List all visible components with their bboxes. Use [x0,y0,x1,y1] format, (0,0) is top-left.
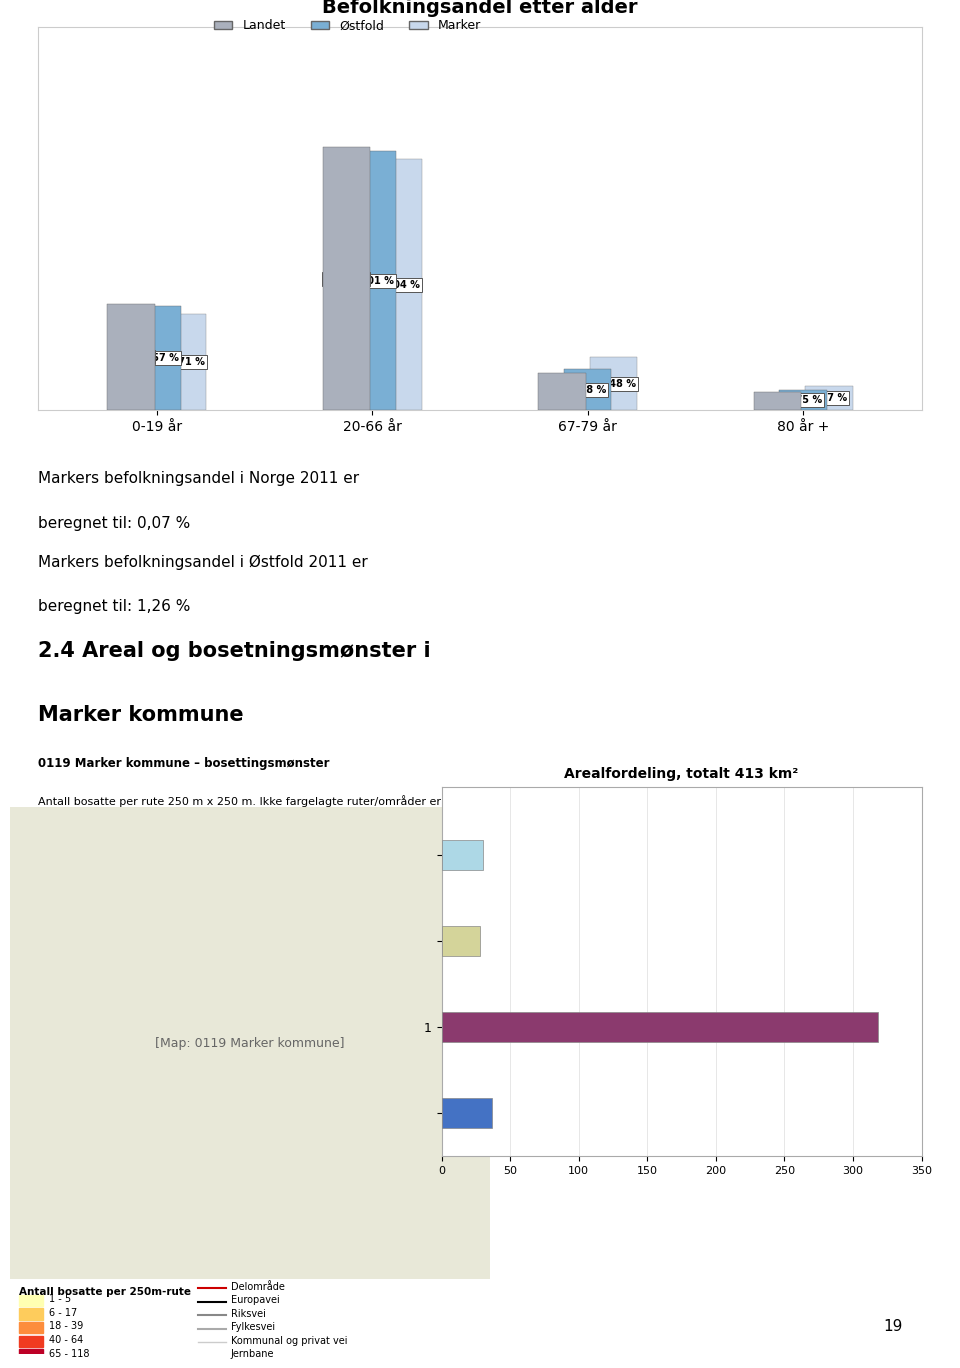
Text: 4,75 %: 4,75 % [784,395,822,405]
Bar [589,357,637,410]
Bar [374,159,421,410]
Text: 59,04 %: 59,04 % [376,280,420,290]
Bar [754,391,801,410]
Bar [442,926,480,956]
Title: Befolkningsandel etter alder: Befolkningsandel etter alder [323,0,637,18]
Text: 19: 19 [883,1320,902,1334]
Text: Jernbane: Jernbane [230,1349,275,1360]
Text: Markers befolkningsandel i Norge 2011 er: Markers befolkningsandel i Norge 2011 er [38,471,360,486]
Bar [780,390,827,410]
Text: 65 - 118: 65 - 118 [49,1349,89,1358]
Text: Antall bosatte per rute 250 m x 250 m. Ikke fargelagte ruter/områder er uten bos: Antall bosatte per rute 250 m x 250 m. I… [38,795,530,807]
Bar [442,840,483,870]
Bar [133,306,180,410]
Text: 12,48 %: 12,48 % [591,379,636,389]
Text: 22,71 %: 22,71 % [160,357,204,367]
Text: 61,01 %: 61,01 % [350,275,395,286]
Bar [159,313,206,410]
Text: Marker kommune: Marker kommune [38,705,244,725]
Text: 8,68 %: 8,68 % [543,387,581,397]
Bar [805,386,852,410]
Bar [348,150,396,410]
Text: Europavei: Europavei [230,1295,279,1305]
Bar [539,373,586,410]
Bar [19,1349,42,1360]
Text: 1 - 5: 1 - 5 [49,1294,71,1305]
Bar [19,1321,42,1334]
Text: 6 - 17: 6 - 17 [49,1308,78,1317]
Title: Arealfordeling, totalt 413 km²: Arealfordeling, totalt 413 km² [564,767,799,781]
Text: 4,44 %: 4,44 % [758,395,796,406]
Legend: Landet, Østfold, Marker: Landet, Østfold, Marker [208,15,487,37]
Bar [442,1099,492,1129]
Bar [108,304,155,410]
Text: Markers befolkningsandel i Østfold 2011 er: Markers befolkningsandel i Østfold 2011 … [38,555,368,570]
Bar [19,1335,42,1346]
Text: 24,57 %: 24,57 % [135,353,179,363]
Text: 61,83 %: 61,83 % [324,274,369,283]
Text: 0119 Marker kommune – bosettingsmønster: 0119 Marker kommune – bosettingsmønster [38,757,330,770]
Text: Fylkesvei: Fylkesvei [230,1323,275,1332]
Text: beregnet til: 0,07 %: beregnet til: 0,07 % [38,516,191,531]
Text: Delområde: Delområde [230,1282,284,1291]
Text: 5,77 %: 5,77 % [810,393,848,404]
Text: 9,68 %: 9,68 % [569,384,607,395]
Text: 2.4 Areal og bosetningsmønster i: 2.4 Areal og bosetningsmønster i [38,640,431,661]
Bar [564,369,612,410]
Bar [19,1295,42,1306]
Text: Riksvei: Riksvei [230,1309,266,1319]
Bar [442,1012,877,1042]
Text: beregnet til: 1,26 %: beregnet til: 1,26 % [38,599,191,614]
Text: [Map: 0119 Marker kommune]: [Map: 0119 Marker kommune] [155,1037,345,1049]
Text: Antall bosatte per 250m-rute: Antall bosatte per 250m-rute [19,1286,191,1297]
Bar [19,1308,42,1320]
Text: 25,04 %: 25,04 % [109,352,153,363]
Bar [323,148,371,410]
Text: Kommunal og privat vei: Kommunal og privat vei [230,1335,348,1346]
Text: 40 - 64: 40 - 64 [49,1335,84,1345]
Text: 18 - 39: 18 - 39 [49,1321,84,1331]
